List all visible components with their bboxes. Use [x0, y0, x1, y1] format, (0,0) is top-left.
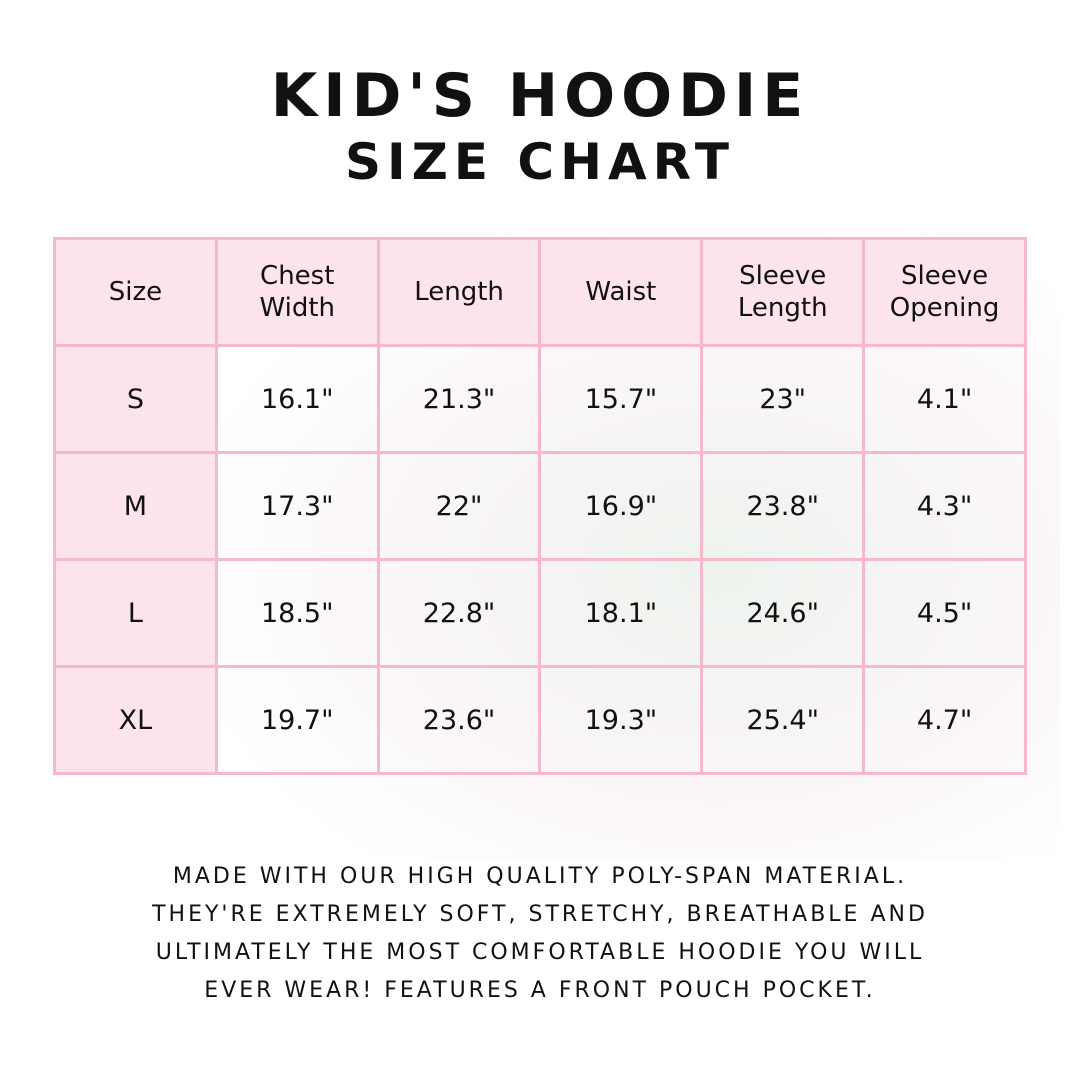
measurement-cell: 23.8" — [700, 451, 866, 561]
measurement-cell: 4.1" — [862, 344, 1027, 454]
column-header: Sleeve Opening — [862, 237, 1027, 347]
table-row: XL 19.7" 23.6" 19.3" 25.4" 4.7" — [53, 665, 1027, 775]
table-row: S 16.1" 21.3" 15.7" 23" 4.1" — [53, 344, 1027, 454]
column-header: Chest Width — [214, 237, 380, 347]
measurement-cell: 22" — [376, 451, 542, 561]
measurement-cell: 18.5" — [214, 558, 380, 668]
table-row: L 18.5" 22.8" 18.1" 24.6" 4.5" — [53, 558, 1027, 668]
measurement-cell: 23" — [700, 344, 866, 454]
description-line: ultimately the most comfortable hoodie y… — [155, 940, 925, 965]
product-description: Made with our high quality poly-span mat… — [0, 858, 1080, 1010]
measurement-cell: 22.8" — [376, 558, 542, 668]
column-header: Sleeve Length — [700, 237, 866, 347]
column-header: Length — [376, 237, 542, 347]
measurement-cell: 16.9" — [538, 451, 704, 561]
measurement-cell: 24.6" — [700, 558, 866, 668]
size-cell: XL — [53, 665, 218, 775]
description-line: Made with our high quality poly-span mat… — [172, 864, 908, 889]
description-line: ever wear! Features a front pouch pocket… — [204, 978, 876, 1003]
description-line: They're extremely soft, stretchy, breath… — [152, 902, 928, 927]
measurement-cell: 4.5" — [862, 558, 1027, 668]
measurement-cell: 4.7" — [862, 665, 1027, 775]
header-row: Size Chest Width Length Waist Sleeve Length S… — [53, 237, 1027, 347]
measurement-cell: 21.3" — [376, 344, 542, 454]
measurement-cell: 19.3" — [538, 665, 704, 775]
size-cell: L — [53, 558, 218, 668]
measurement-cell: 17.3" — [214, 451, 380, 561]
table-row: M 17.3" 22" 16.9" 23.8" 4.3" — [53, 451, 1027, 561]
size-cell: M — [53, 451, 218, 561]
measurement-cell: 16.1" — [214, 344, 380, 454]
measurement-cell: 18.1" — [538, 558, 704, 668]
page-title: Kid's Hoodie Size Chart — [0, 60, 1080, 192]
measurement-cell: 25.4" — [700, 665, 866, 775]
measurement-cell: 15.7" — [538, 344, 704, 454]
column-header: Size — [53, 237, 218, 347]
measurement-cell: 4.3" — [862, 451, 1027, 561]
column-header: Waist — [538, 237, 704, 347]
size-chart-table: Size Chest Width Length Waist Sleeve Length S… — [53, 237, 1027, 775]
measurement-cell: 19.7" — [214, 665, 380, 775]
title-line-2: Size Chart — [344, 133, 736, 191]
measurement-cell: 23.6" — [376, 665, 542, 775]
title-line-1: Kid's Hoodie — [270, 61, 810, 131]
size-cell: S — [53, 344, 218, 454]
